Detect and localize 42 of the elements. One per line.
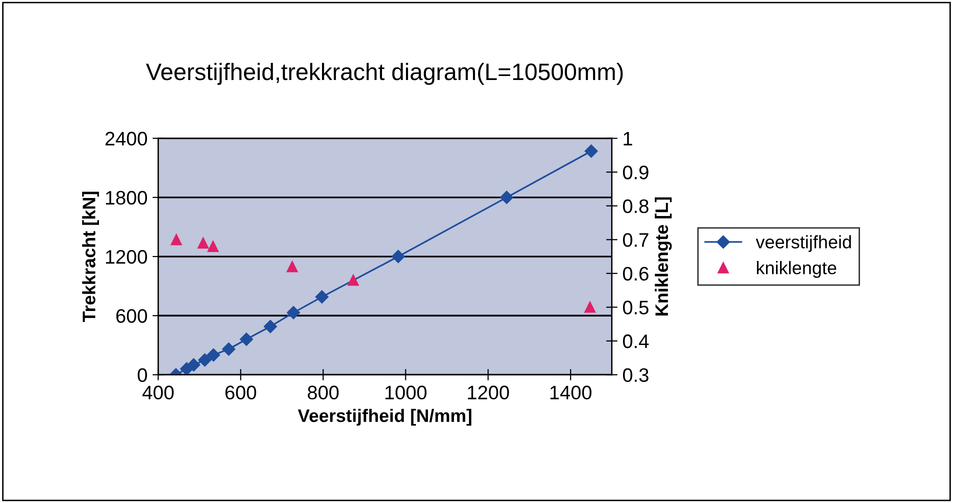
x-tick-label: 800 — [308, 386, 339, 400]
point — [286, 261, 298, 272]
point — [207, 240, 219, 252]
point — [206, 348, 220, 362]
x-tick-label: 1400 — [550, 386, 592, 400]
point — [240, 332, 254, 346]
point — [198, 353, 212, 367]
point — [584, 302, 596, 313]
chart-title: Veerstijfheid,trekkracht diagram(L=10500mm) — [146, 62, 623, 85]
point — [392, 250, 405, 264]
x-tick-label: 1000 — [385, 386, 426, 400]
point — [198, 237, 209, 249]
point — [500, 190, 514, 204]
y-tick-label: 600 — [116, 309, 148, 323]
legend-label: kniklengte — [756, 261, 836, 278]
y-tick-label: 0 — [138, 368, 148, 382]
x-axis-title: Veerstijfheid [N/mm] — [298, 408, 472, 426]
y-tick-label: 1200 — [106, 250, 148, 264]
y2-tick-label: 0.8 — [623, 199, 648, 214]
x-tick-label: 400 — [142, 386, 174, 400]
y2-axis-title: Kniklengte [L] — [654, 197, 672, 316]
point — [264, 320, 277, 334]
y-axis-title: Trekkracht [kN] — [82, 192, 99, 322]
point — [348, 274, 359, 286]
x-tick-label: 1200 — [468, 386, 509, 400]
y2-tick-label: 1 — [624, 132, 632, 146]
point — [222, 342, 236, 356]
y2-tick-label: 0.9 — [623, 166, 648, 180]
x-tick-label: 600 — [225, 386, 256, 400]
legend-label: veerstijfheid — [756, 235, 851, 252]
y-tick-label: 1800 — [106, 190, 148, 205]
point — [584, 144, 598, 158]
point — [286, 306, 300, 320]
point — [315, 290, 329, 304]
y2-tick-label: 0.5 — [623, 300, 648, 314]
y2-tick-label: 0.6 — [623, 266, 648, 281]
y2-tick-label: 0.7 — [623, 233, 648, 247]
point — [170, 234, 182, 246]
y2-tick-label: 0.3 — [623, 368, 648, 382]
y2-tick-label: 0.4 — [623, 334, 649, 348]
point — [187, 358, 200, 372]
y-tick-label: 2400 — [106, 132, 148, 146]
